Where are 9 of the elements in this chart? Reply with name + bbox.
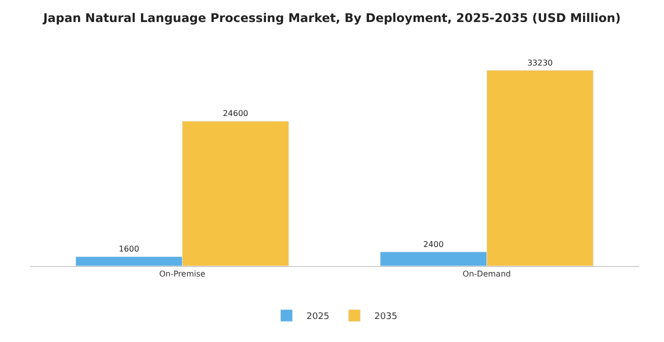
data-label: 1600 [118,244,140,254]
x-tick-label: On-Premise [159,270,206,279]
data-label: 33230 [527,58,553,68]
data-label: 2400 [423,240,444,249]
data-label: 24600 [222,109,248,118]
legend-label: 2035 [374,312,398,322]
legend-label: 2025 [306,312,330,322]
chart-title: Japan Natural Language Processing Market, By Deployment, 2025-2035 (USD Million) [42,11,621,26]
x-tick-label: On-Demand [462,270,511,279]
